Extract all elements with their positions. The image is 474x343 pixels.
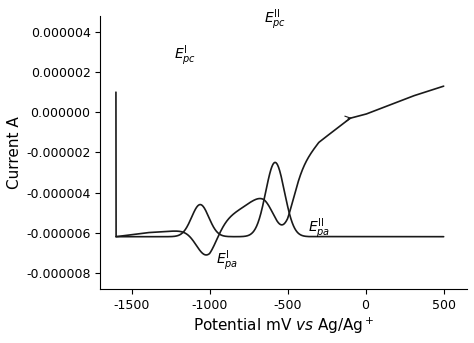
Y-axis label: Current A: Current A xyxy=(7,116,22,189)
Text: $E^{\rm II}_{pa}$: $E^{\rm II}_{pa}$ xyxy=(308,217,330,241)
X-axis label: Potential mV $\mathit{vs}$ Ag/Ag$^+$: Potential mV $\mathit{vs}$ Ag/Ag$^+$ xyxy=(193,316,374,336)
Text: $E^{\rm I}_{pc}$: $E^{\rm I}_{pc}$ xyxy=(173,44,196,68)
Text: $E^{\rm II}_{pc}$: $E^{\rm II}_{pc}$ xyxy=(264,8,286,32)
Text: $E^{\rm I}_{pa}$: $E^{\rm I}_{pa}$ xyxy=(216,249,238,273)
